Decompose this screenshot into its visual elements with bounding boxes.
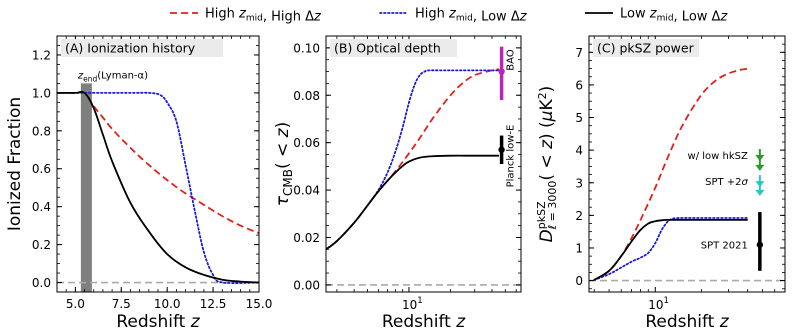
x-tick-label: 101 (402, 296, 423, 312)
error-bar-point (498, 68, 505, 75)
series-line-1 (57, 91, 259, 284)
y-tick-label: 1.0 (32, 86, 51, 100)
limit-arrow-head (755, 155, 765, 162)
y-axis-label: τCMB( < z) (273, 122, 295, 206)
y-tick-label: 0.02 (293, 231, 320, 245)
y-tick-label: 0.2 (32, 238, 51, 252)
x-axis-label: Redshift z (116, 312, 200, 331)
x-axis-label: Redshift z (382, 312, 466, 331)
panel-b-optical-depth: 0.00 0.02 0.04 0.06 0.08 0.10 101 (B) Optical d… (273, 35, 522, 331)
panel-title-box (593, 39, 699, 57)
y-tick-label: 1 (575, 241, 583, 255)
x-tick-label: 15.0 (246, 297, 273, 311)
panel-a-ionization-history: 0.0 0.2 0.4 0.6 0.8 1.0 1.2 5.0 7.5 10.0 12.5 15.0 (… (5, 35, 273, 331)
zend-annotation-label: zend(Lyman-α) (77, 70, 148, 83)
y-tick-label: 3 (575, 176, 583, 190)
error-bar-point (498, 146, 505, 153)
legend-entry-label: Low zmid, Low Δz (620, 7, 728, 25)
x-tick-label: 7.5 (112, 297, 131, 311)
panel-title: (B) Optical depth (334, 41, 441, 56)
y-tick-label: 0.04 (293, 184, 320, 198)
y-axis-label: Ionized Fraction (5, 97, 25, 231)
y-tick-label: 2 (575, 209, 583, 223)
y-tick-label: 0.00 (293, 278, 320, 292)
y-tick-label: 0.4 (32, 200, 51, 214)
series-line-2 (593, 218, 748, 281)
axes-frame (588, 35, 786, 293)
panel-c-pksz-power: 0 1 2 3 4 5 6 7 101 (C) pkSZ power w/ low hkSZ SPT … (535, 35, 786, 331)
y-tick-label: 7 (575, 46, 583, 60)
panel-title-box (330, 39, 457, 57)
panel-title-box (61, 39, 223, 57)
y-tick-label: 0 (575, 274, 583, 288)
x-tick-label: 10.0 (154, 297, 181, 311)
spt-2021-label: SPT 2021 (701, 241, 748, 252)
series-line-2 (326, 154, 499, 251)
y-tick-label: 0.8 (32, 124, 51, 138)
x-axis-label: Redshift z (645, 312, 729, 331)
limit-arrow-head (755, 189, 765, 196)
y-tick-label: 0.10 (293, 41, 320, 55)
spt-2sigma-label: SPT +2σ (705, 177, 748, 188)
x-tick-label: 5.0 (66, 297, 85, 311)
y-tick-label: 0.0 (32, 276, 51, 290)
y-axis-label: DpkSZℓ = 3000( < z) (μK2) (535, 86, 559, 243)
y-tick-label: 5 (575, 111, 583, 125)
y-tick-label: 0.6 (32, 162, 51, 176)
y-tick-label: 1.2 (32, 48, 51, 62)
bao-label: BAO (506, 49, 517, 71)
planck-low-e-label: Planck low-E (506, 125, 517, 188)
panel-title: (C) pkSZ power (597, 41, 695, 56)
y-tick-label: 4 (575, 144, 583, 158)
legend-entry-label: High zmid, High Δz (205, 7, 322, 25)
zend-lyman-alpha-band (80, 83, 92, 292)
y-tick-label: 6 (575, 78, 583, 92)
axes-frame (325, 35, 522, 293)
series-line-2 (57, 90, 259, 284)
x-tick-label: 101 (648, 296, 669, 312)
low-hksz-label: w/ low hkSZ (688, 151, 748, 162)
series-line-1 (593, 217, 749, 281)
legend: High zmid, High Δz High zmid, Low Δz Low z… (170, 7, 728, 25)
y-tick-label: 0.08 (293, 89, 320, 103)
legend-entry-label: High zmid, Low Δz (415, 7, 528, 25)
x-tick-label: 12.5 (200, 297, 227, 311)
panel-title: (A) Ionization history (65, 41, 196, 56)
spt-2021-point (756, 241, 764, 248)
y-tick-label: 0.06 (293, 136, 320, 150)
limit-arrow-head (755, 164, 765, 171)
